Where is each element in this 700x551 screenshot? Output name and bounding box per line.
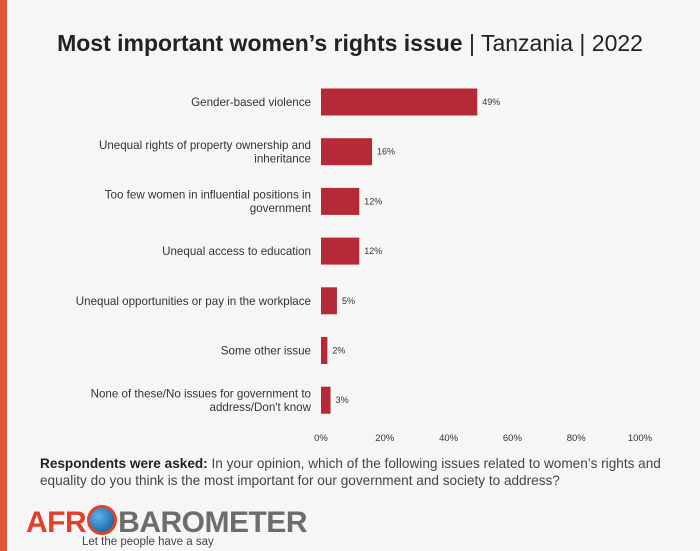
survey-question: Respondents were asked: In your opinion,… [40, 455, 698, 489]
chart-title-sub: | Tanzania | 2022 [469, 30, 643, 56]
category-label: None of these/No issues for government t… [91, 387, 312, 414]
category-label: Some other issue [221, 345, 311, 358]
value-label: 12% [364, 246, 382, 256]
x-tick-label: 60% [503, 433, 523, 444]
value-label: 16% [377, 147, 395, 157]
question-lead: Respondents were asked: [40, 456, 208, 471]
category-label: Unequal rights of property ownership and… [99, 139, 311, 166]
value-label: 49% [482, 97, 500, 107]
x-tick-label: 20% [375, 433, 395, 444]
value-label: 3% [336, 395, 349, 405]
question-text: In your opinion, which of the following … [40, 456, 661, 488]
globe-icon [87, 505, 118, 535]
x-tick-label: 40% [439, 433, 459, 444]
category-label: Unequal opportunities or pay in the work… [76, 295, 311, 308]
logo-part-1: AFR [26, 506, 87, 539]
accent-bar [0, 0, 7, 551]
bar [321, 337, 328, 364]
category-label: Gender-based violence [191, 96, 311, 109]
x-tick-label: 0% [314, 433, 328, 444]
logo-tagline: Let the people have a say [82, 536, 214, 548]
x-tick-label: 80% [567, 433, 587, 444]
bar [321, 138, 373, 166]
afrobarometer-logo: AFR BAROMETER Let the people have a say [26, 505, 326, 549]
bar [321, 237, 360, 265]
bar [321, 287, 337, 315]
value-label: 5% [342, 296, 355, 306]
logo-wordmark: AFR BAROMETER [26, 505, 307, 539]
x-tick-label: 100% [628, 433, 653, 444]
category-label: Too few women in influential positions i… [105, 189, 312, 216]
bar [321, 386, 331, 414]
bar [321, 88, 478, 116]
chart-title-main: Most important women’s rights issue [57, 30, 463, 56]
chart-title: Most important women’s rights issue | Ta… [0, 30, 700, 57]
category-label: Unequal access to education [162, 245, 311, 258]
bar-chart: Gender-based violence 49% Unequal rights o… [76, 88, 653, 444]
value-label: 2% [332, 346, 345, 356]
logo-part-2: BAROMETER [118, 506, 307, 539]
bar [321, 187, 360, 215]
value-label: 12% [364, 196, 382, 206]
